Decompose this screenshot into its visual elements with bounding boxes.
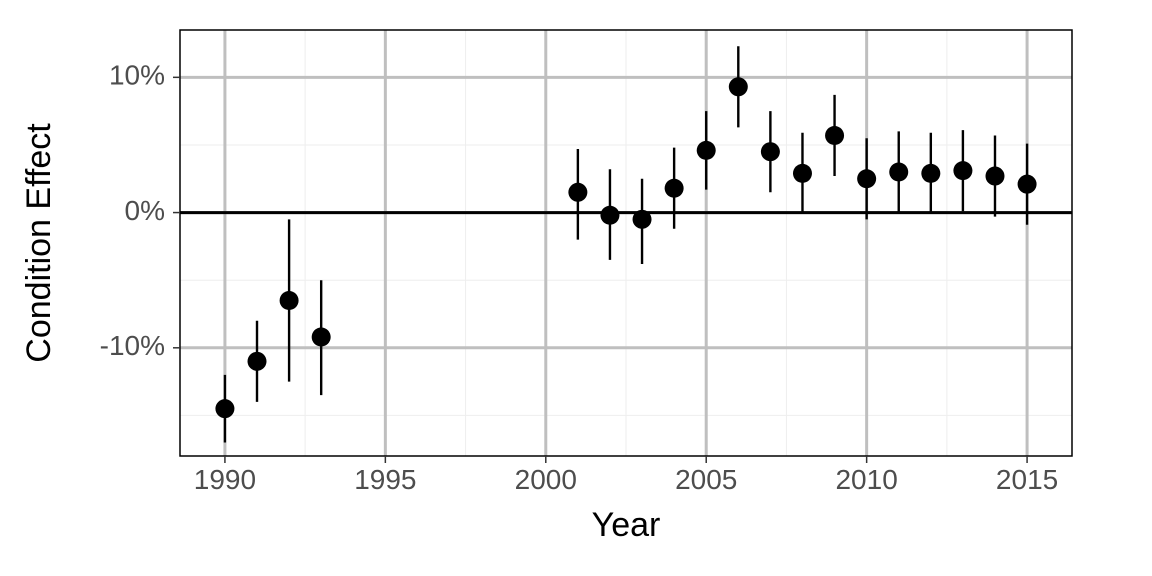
data-point bbox=[665, 179, 684, 198]
data-point bbox=[1018, 175, 1037, 194]
data-point bbox=[312, 327, 331, 346]
data-point bbox=[857, 169, 876, 188]
x-tick-label: 2005 bbox=[675, 464, 737, 495]
data-point bbox=[215, 399, 234, 418]
condition-effect-chart: 1990 1995 2000 2005 2010 2015 -10% 0% 10% Year Con… bbox=[0, 0, 1152, 576]
x-tick-label: 1995 bbox=[354, 464, 416, 495]
y-tick-label: 0% bbox=[125, 195, 165, 226]
y-tick-label: -10% bbox=[100, 330, 165, 361]
data-point bbox=[697, 141, 716, 160]
y-tick-label: 10% bbox=[109, 60, 165, 91]
chart-container: 1990 1995 2000 2005 2010 2015 -10% 0% 10% Year Con… bbox=[0, 0, 1152, 576]
data-point bbox=[985, 167, 1004, 186]
data-point bbox=[953, 161, 972, 180]
x-tick-label: 2015 bbox=[996, 464, 1058, 495]
data-point bbox=[568, 183, 587, 202]
data-point bbox=[921, 164, 940, 183]
x-axis-title: Year bbox=[592, 506, 661, 544]
x-tick-label: 2000 bbox=[515, 464, 577, 495]
x-tick-label: 1990 bbox=[194, 464, 256, 495]
data-point bbox=[248, 352, 267, 371]
data-point bbox=[633, 210, 652, 229]
x-tick-label: 2010 bbox=[835, 464, 897, 495]
y-axis-title: Condition Effect bbox=[20, 123, 58, 363]
data-point bbox=[889, 163, 908, 182]
data-point bbox=[280, 291, 299, 310]
data-point bbox=[729, 77, 748, 96]
data-point bbox=[761, 142, 780, 161]
data-point bbox=[600, 206, 619, 225]
data-point bbox=[793, 164, 812, 183]
data-point bbox=[825, 126, 844, 145]
